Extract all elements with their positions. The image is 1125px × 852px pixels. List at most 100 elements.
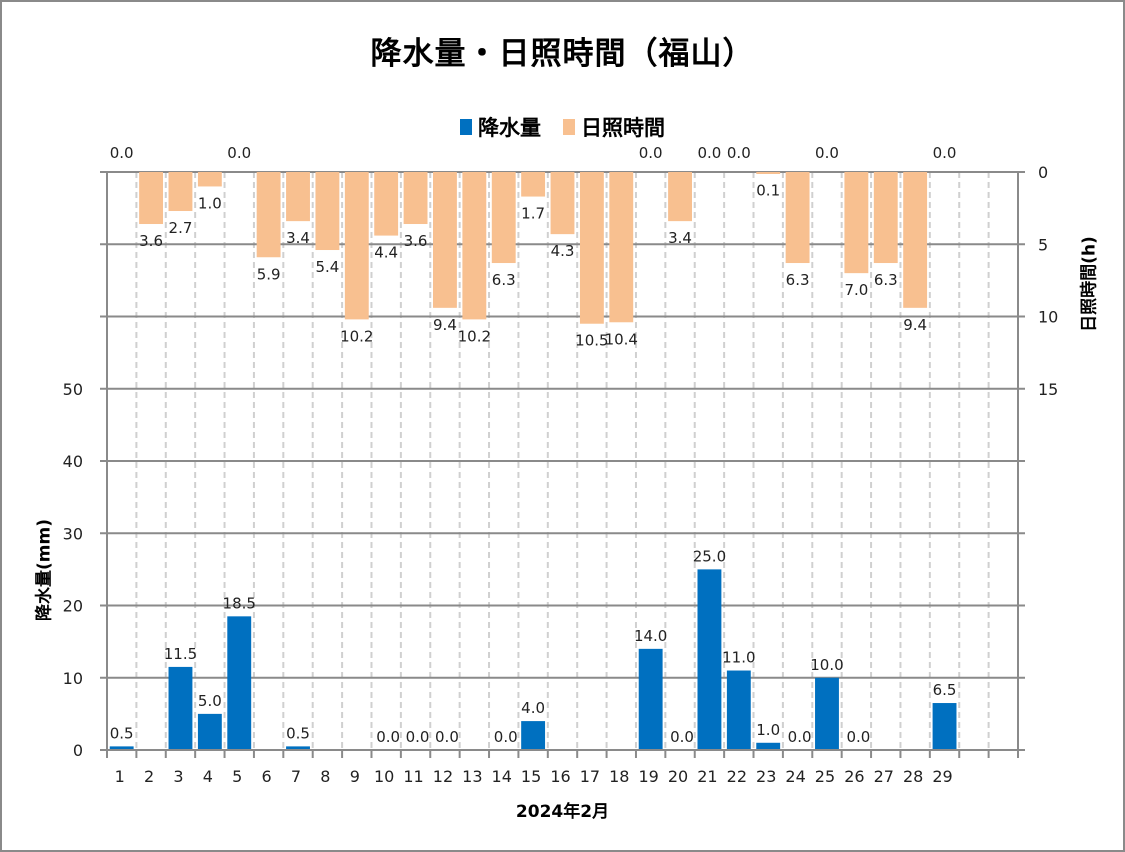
precipitation-data-label: 0.0 [846, 728, 870, 746]
vertical-gridlines [135, 172, 990, 750]
tick-labels: 1 2 3 4 5 6 7 8 9 10 11 12 13 14 15 16 17 18 19 20 21 22 23 24 2… [63, 163, 1059, 786]
legend: 降水量 日照時間 [0, 112, 1125, 142]
precipitation-bar [168, 666, 193, 750]
x-tick-label: 26 [844, 767, 864, 786]
precipitation-data-label: 0.0 [670, 728, 694, 746]
x-tick-label: 28 [903, 767, 923, 786]
precipitation-data-label: 4.0 [521, 699, 545, 717]
x-tick-label: 20 [668, 767, 688, 786]
sunshine-data-label: 4.4 [374, 244, 398, 262]
y-left-tick-label: 30 [63, 524, 83, 543]
sunshine-bar [785, 172, 810, 264]
precipitation-bar [109, 746, 134, 750]
x-tick-label: 18 [609, 767, 629, 786]
precipitation-data-label: 0.0 [435, 728, 459, 746]
precipitation-bar [756, 742, 781, 750]
x-tick-label: 22 [727, 767, 747, 786]
legend-swatch-precipitation [460, 119, 472, 135]
x-tick-label: 16 [550, 767, 570, 786]
precipitation-data-label: 18.5 [223, 594, 256, 612]
sunshine-data-label: 3.6 [139, 232, 163, 250]
legend-item-sunshine: 日照時間 [563, 112, 665, 142]
x-tick-label: 2 [144, 767, 154, 786]
x-tick-label: 7 [291, 767, 301, 786]
y-left-tick-label: 0 [73, 741, 83, 760]
x-tick-label: 21 [697, 767, 717, 786]
precipitation-data-label: 11.0 [722, 649, 755, 667]
sunshine-bar [756, 172, 781, 174]
y-axis-left-title: 降水量(mm) [34, 519, 55, 621]
x-tick-label: 10 [374, 767, 394, 786]
sunshine-bar [579, 172, 604, 324]
x-tick-label: 17 [580, 767, 600, 786]
x-tick-label: 6 [262, 767, 272, 786]
legend-label-precipitation: 降水量 [478, 116, 541, 140]
sunshine-data-label: 10.2 [340, 327, 373, 345]
sunshine-data-label: 6.3 [874, 271, 898, 289]
axes [100, 172, 1025, 758]
sunshine-bar [462, 172, 487, 320]
sunshine-data-label: 0.0 [815, 144, 839, 162]
precipitation-data-label: 0.5 [286, 724, 310, 742]
y-right-tick-label: 10 [1038, 308, 1058, 327]
sunshine-bar [139, 172, 164, 225]
x-tick-label: 8 [320, 767, 330, 786]
sunshine-bar [609, 172, 634, 323]
y-right-tick-label: 0 [1038, 163, 1048, 182]
sunshine-data-label: 6.3 [786, 271, 810, 289]
sunshine-data-label: 10.2 [458, 327, 491, 345]
sunshine-data-label: 1.0 [198, 194, 222, 212]
precipitation-data-label: 6.5 [933, 681, 957, 699]
sunshine-bar [903, 172, 928, 308]
precipitation-data-label: 0.0 [376, 728, 400, 746]
sunshine-bar [374, 172, 399, 236]
precipitation-data-label: 5.0 [198, 692, 222, 710]
sunshine-bar [433, 172, 457, 308]
precipitation-bar [638, 648, 663, 750]
sunshine-bar [844, 172, 869, 274]
precipitation-data-label: 14.0 [634, 627, 667, 645]
precipitation-data-label: 0.0 [788, 728, 812, 746]
sunshine-data-label: 1.7 [521, 205, 545, 223]
x-tick-label: 5 [232, 767, 242, 786]
sunshine-data-label: 0.0 [698, 144, 722, 162]
x-axis-title: 2024年2月 [515, 802, 610, 822]
sunshine-bar [197, 172, 222, 187]
precipitation-bar [227, 616, 252, 750]
precipitation-bar [815, 677, 839, 750]
sunshine-data-label: 0.0 [933, 144, 957, 162]
sunshine-data-label: 0.1 [756, 181, 780, 199]
y-left-tick-label: 20 [63, 597, 83, 616]
x-tick-label: 25 [815, 767, 835, 786]
chart-title: 降水量・日照時間（福山） [370, 36, 755, 72]
sunshine-bar [550, 172, 575, 235]
sunshine-bar [873, 172, 898, 264]
sunshine-bar [344, 172, 369, 320]
sunshine-bar [168, 172, 193, 212]
sunshine-data-label: 4.3 [551, 242, 575, 260]
sunshine-data-label: 0.0 [639, 144, 663, 162]
bars [109, 172, 957, 750]
sunshine-data-label: 3.6 [404, 232, 428, 250]
y-left-tick-label: 10 [63, 669, 83, 688]
x-tick-label: 4 [203, 767, 213, 786]
x-tick-label: 19 [638, 767, 658, 786]
y-right-tick-label: 5 [1038, 235, 1048, 254]
sunshine-data-label: 9.4 [903, 316, 927, 334]
sunshine-bar [286, 172, 310, 222]
precipitation-data-label: 0.0 [494, 728, 518, 746]
precipitation-bar [286, 746, 310, 750]
legend-swatch-sunshine [563, 119, 575, 135]
sunshine-data-label: 9.4 [433, 316, 457, 334]
x-tick-label: 27 [874, 767, 894, 786]
legend-label-sunshine: 日照時間 [581, 116, 665, 140]
precipitation-bar [932, 703, 957, 750]
y-axis-right-title: 日照時間(h) [1079, 236, 1100, 332]
legend-item-precipitation: 降水量 [460, 112, 541, 142]
x-tick-label: 13 [462, 767, 482, 786]
x-tick-label: 23 [756, 767, 776, 786]
x-tick-label: 24 [785, 767, 805, 786]
x-tick-label: 9 [350, 767, 360, 786]
sunshine-data-label: 10.4 [605, 330, 638, 348]
